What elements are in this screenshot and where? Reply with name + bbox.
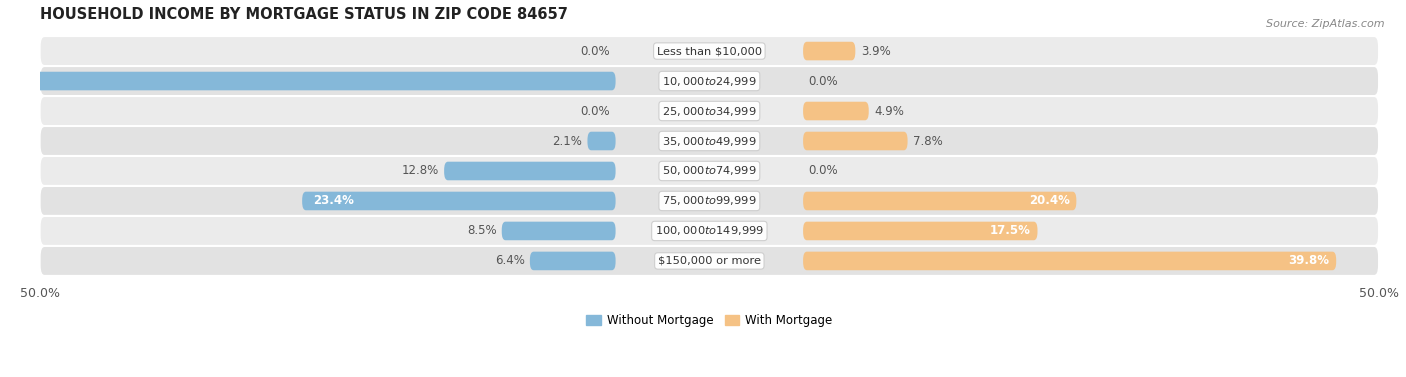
- Text: $75,000 to $99,999: $75,000 to $99,999: [662, 195, 756, 207]
- FancyBboxPatch shape: [803, 132, 908, 150]
- Text: 23.4%: 23.4%: [314, 195, 354, 207]
- FancyBboxPatch shape: [803, 252, 1336, 270]
- FancyBboxPatch shape: [39, 96, 1379, 126]
- FancyBboxPatch shape: [0, 72, 616, 90]
- Text: 12.8%: 12.8%: [402, 164, 439, 178]
- Text: 0.0%: 0.0%: [581, 44, 610, 58]
- FancyBboxPatch shape: [803, 192, 1077, 210]
- Text: $100,000 to $149,999: $100,000 to $149,999: [655, 224, 763, 238]
- Text: 8.5%: 8.5%: [467, 224, 496, 238]
- FancyBboxPatch shape: [39, 186, 1379, 216]
- FancyBboxPatch shape: [39, 156, 1379, 186]
- Text: $35,000 to $49,999: $35,000 to $49,999: [662, 135, 756, 147]
- Text: 4.9%: 4.9%: [875, 104, 904, 118]
- Text: 7.8%: 7.8%: [912, 135, 942, 147]
- FancyBboxPatch shape: [39, 126, 1379, 156]
- FancyBboxPatch shape: [803, 222, 1038, 240]
- Text: $25,000 to $34,999: $25,000 to $34,999: [662, 104, 756, 118]
- FancyBboxPatch shape: [444, 162, 616, 180]
- FancyBboxPatch shape: [803, 42, 855, 60]
- Text: 0.0%: 0.0%: [808, 164, 838, 178]
- Text: $50,000 to $74,999: $50,000 to $74,999: [662, 164, 756, 178]
- Text: 0.0%: 0.0%: [581, 104, 610, 118]
- Text: 3.9%: 3.9%: [860, 44, 890, 58]
- Text: HOUSEHOLD INCOME BY MORTGAGE STATUS IN ZIP CODE 84657: HOUSEHOLD INCOME BY MORTGAGE STATUS IN Z…: [39, 7, 568, 22]
- Text: 6.4%: 6.4%: [495, 254, 524, 267]
- Legend: Without Mortgage, With Mortgage: Without Mortgage, With Mortgage: [582, 309, 837, 331]
- FancyBboxPatch shape: [502, 222, 616, 240]
- FancyBboxPatch shape: [39, 66, 1379, 96]
- FancyBboxPatch shape: [530, 252, 616, 270]
- Text: 17.5%: 17.5%: [990, 224, 1031, 238]
- Text: Source: ZipAtlas.com: Source: ZipAtlas.com: [1267, 19, 1385, 29]
- Text: 0.0%: 0.0%: [808, 75, 838, 87]
- FancyBboxPatch shape: [302, 192, 616, 210]
- FancyBboxPatch shape: [39, 246, 1379, 276]
- Text: 2.1%: 2.1%: [553, 135, 582, 147]
- FancyBboxPatch shape: [39, 36, 1379, 66]
- Text: 39.8%: 39.8%: [1288, 254, 1330, 267]
- Text: 20.4%: 20.4%: [1029, 195, 1070, 207]
- Text: $10,000 to $24,999: $10,000 to $24,999: [662, 75, 756, 87]
- Text: $150,000 or more: $150,000 or more: [658, 256, 761, 266]
- FancyBboxPatch shape: [39, 216, 1379, 246]
- Text: 46.8%: 46.8%: [0, 75, 41, 87]
- Text: Less than $10,000: Less than $10,000: [657, 46, 762, 56]
- FancyBboxPatch shape: [803, 102, 869, 120]
- FancyBboxPatch shape: [588, 132, 616, 150]
